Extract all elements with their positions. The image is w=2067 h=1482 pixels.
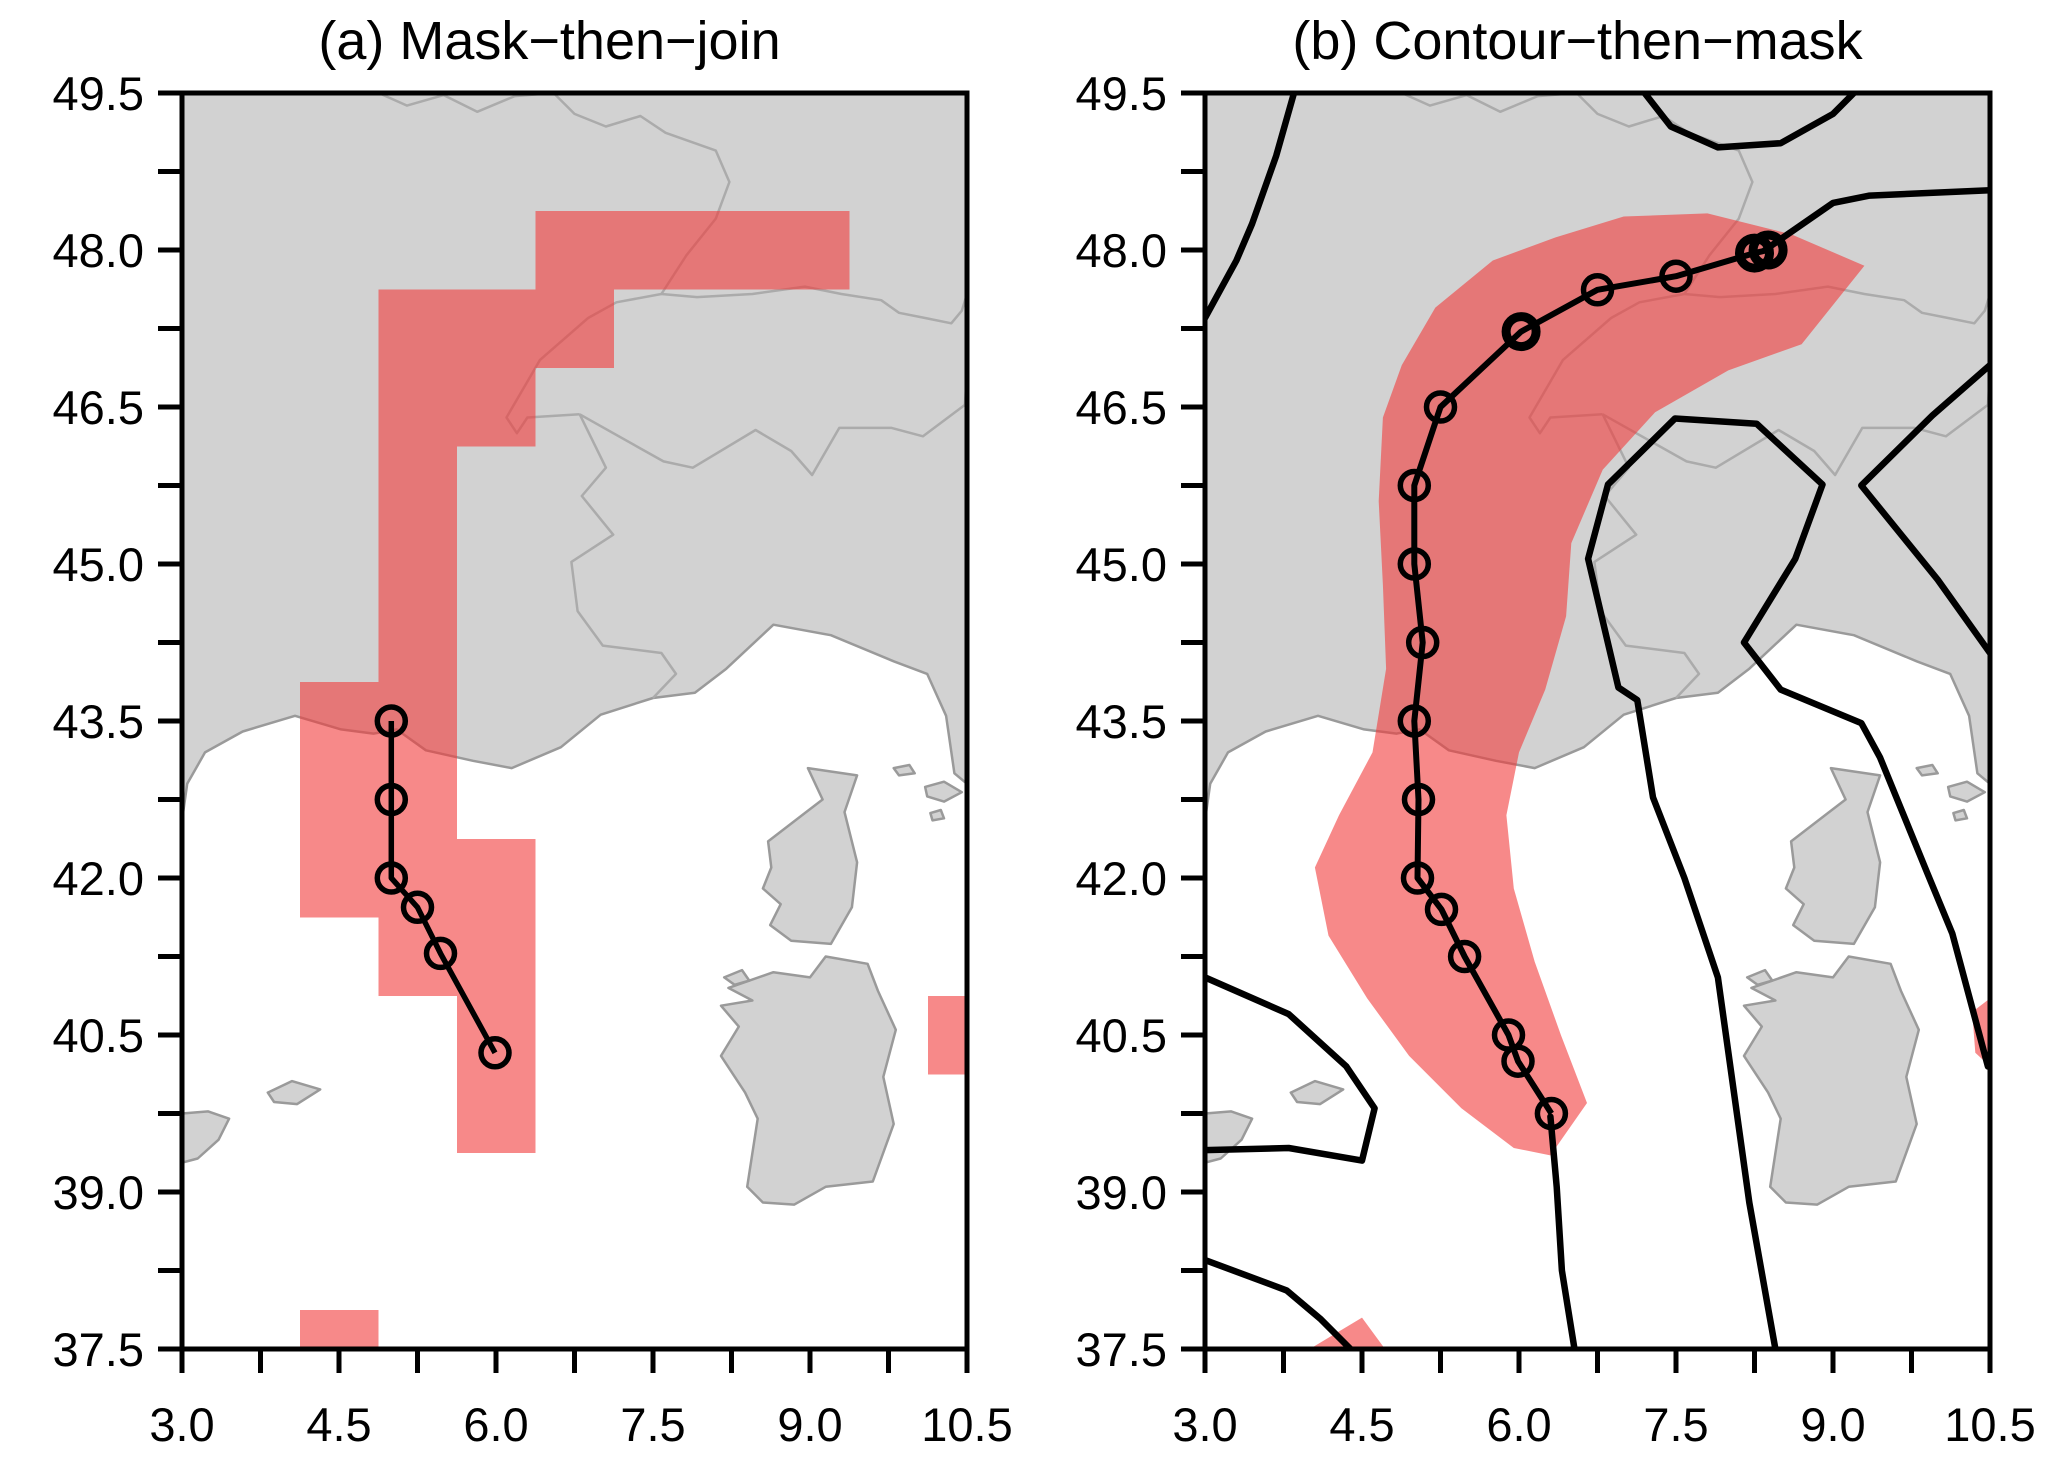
country-border xyxy=(1602,370,1990,477)
y-tick-label: 40.5 xyxy=(1076,1009,1167,1062)
masked-grid-cell xyxy=(927,995,967,1075)
masked-grid-cell xyxy=(378,446,457,682)
landmass xyxy=(761,766,859,946)
y-tick-label: 46.5 xyxy=(1076,381,1167,434)
y-tick-label: 40.5 xyxy=(53,1009,144,1062)
contour-line xyxy=(1205,974,1378,1164)
masked-grid-cell xyxy=(299,1309,379,1349)
track-point-marker xyxy=(1501,312,1541,352)
track-point-marker xyxy=(1397,468,1432,503)
mask-patch xyxy=(1309,1317,1385,1349)
country-border xyxy=(552,93,967,325)
panel-b-title: (b) Contour−then−mask xyxy=(1292,11,1863,71)
track-point-marker xyxy=(374,861,409,895)
y-tick-label: 42.0 xyxy=(1076,852,1167,905)
x-tick-label: 6.0 xyxy=(1486,1398,1551,1451)
landmass xyxy=(1289,1079,1345,1106)
country-border xyxy=(378,93,554,114)
landmass xyxy=(266,1079,322,1106)
x-tick-label: 7.5 xyxy=(1643,1398,1708,1451)
landmass xyxy=(1742,955,1921,1206)
landmass xyxy=(1952,808,1969,822)
track-point-marker xyxy=(1534,1096,1569,1131)
masked-grid-cell xyxy=(456,995,536,1153)
landmass xyxy=(929,808,946,822)
x-tick-label: 4.5 xyxy=(306,1398,371,1451)
y-tick-label: 45.0 xyxy=(1076,538,1167,591)
track-point-marker xyxy=(1400,861,1435,895)
x-tick-label: 10.5 xyxy=(921,1398,1012,1451)
x-tick-label: 9.0 xyxy=(1800,1398,1865,1451)
x-tick-label: 4.5 xyxy=(1329,1398,1394,1451)
y-tick-label: 42.0 xyxy=(53,852,144,905)
landmass xyxy=(892,763,916,777)
contour-line xyxy=(1641,93,1858,151)
contour-line xyxy=(1205,1256,1354,1349)
masked-grid-cell xyxy=(299,681,457,839)
country-border xyxy=(1401,93,1577,114)
panel-a-title: (a) Mask−then−join xyxy=(318,11,781,71)
y-tick-label: 39.0 xyxy=(1076,1166,1167,1219)
x-tick-label: 3.0 xyxy=(1172,1398,1237,1451)
masked-grid-cell xyxy=(378,367,536,447)
track-point-marker xyxy=(478,1036,512,1070)
y-tick-label: 37.5 xyxy=(1076,1323,1167,1376)
track-point-marker xyxy=(1491,1018,1526,1052)
contour-line xyxy=(1858,361,1990,657)
track-point-marker xyxy=(1405,625,1440,660)
track-point-marker xyxy=(374,782,409,817)
contour-line xyxy=(1584,415,1990,1349)
track-point-marker xyxy=(423,936,458,971)
landmass xyxy=(719,955,898,1206)
contour-line xyxy=(1205,93,1298,322)
landmass xyxy=(722,968,751,987)
track-point-marker xyxy=(1424,892,1459,927)
y-tick-label: 39.0 xyxy=(53,1166,144,1219)
track-point-marker xyxy=(1423,390,1458,424)
country-border xyxy=(570,413,678,699)
y-tick-label: 37.5 xyxy=(53,1323,144,1376)
x-tick-label: 3.0 xyxy=(149,1398,214,1451)
y-tick-label: 48.0 xyxy=(53,224,144,277)
y-tick-label: 46.5 xyxy=(53,381,144,434)
landmass xyxy=(1784,766,1882,946)
cyclone-track-line xyxy=(1411,247,1769,1116)
panel-b-map xyxy=(1205,93,1990,1349)
x-tick-label: 10.5 xyxy=(1944,1398,2035,1451)
landmass xyxy=(923,780,964,803)
landmass xyxy=(1946,780,1987,803)
country-border xyxy=(579,370,967,477)
landmass xyxy=(1745,968,1774,987)
track-point-marker xyxy=(1401,782,1436,817)
y-tick-label: 43.5 xyxy=(53,695,144,748)
contour-line xyxy=(1761,187,1990,254)
y-tick-label: 48.0 xyxy=(1076,224,1167,277)
masked-grid-cell xyxy=(378,289,614,368)
track-point-marker xyxy=(1659,259,1693,293)
contour-line xyxy=(1547,1113,1578,1349)
landmass xyxy=(1915,763,1939,777)
x-tick-label: 7.5 xyxy=(620,1398,685,1451)
y-tick-label: 49.5 xyxy=(1076,67,1167,120)
track-point-marker xyxy=(1580,273,1615,307)
track-point-marker xyxy=(1397,704,1432,738)
track-point-marker xyxy=(1447,939,1482,974)
landmass xyxy=(182,1110,231,1164)
panel-a-map xyxy=(182,93,967,1349)
track-point-marker xyxy=(374,704,409,738)
y-tick-label: 45.0 xyxy=(53,538,144,591)
masked-grid-cell xyxy=(535,210,850,290)
x-tick-label: 6.0 xyxy=(463,1398,528,1451)
track-point-marker xyxy=(400,890,435,925)
track-point-marker xyxy=(1397,547,1432,581)
track-point-marker xyxy=(1748,230,1788,270)
y-tick-label: 43.5 xyxy=(1076,695,1167,748)
x-tick-label: 9.0 xyxy=(777,1398,842,1451)
y-tick-label: 49.5 xyxy=(53,67,144,120)
